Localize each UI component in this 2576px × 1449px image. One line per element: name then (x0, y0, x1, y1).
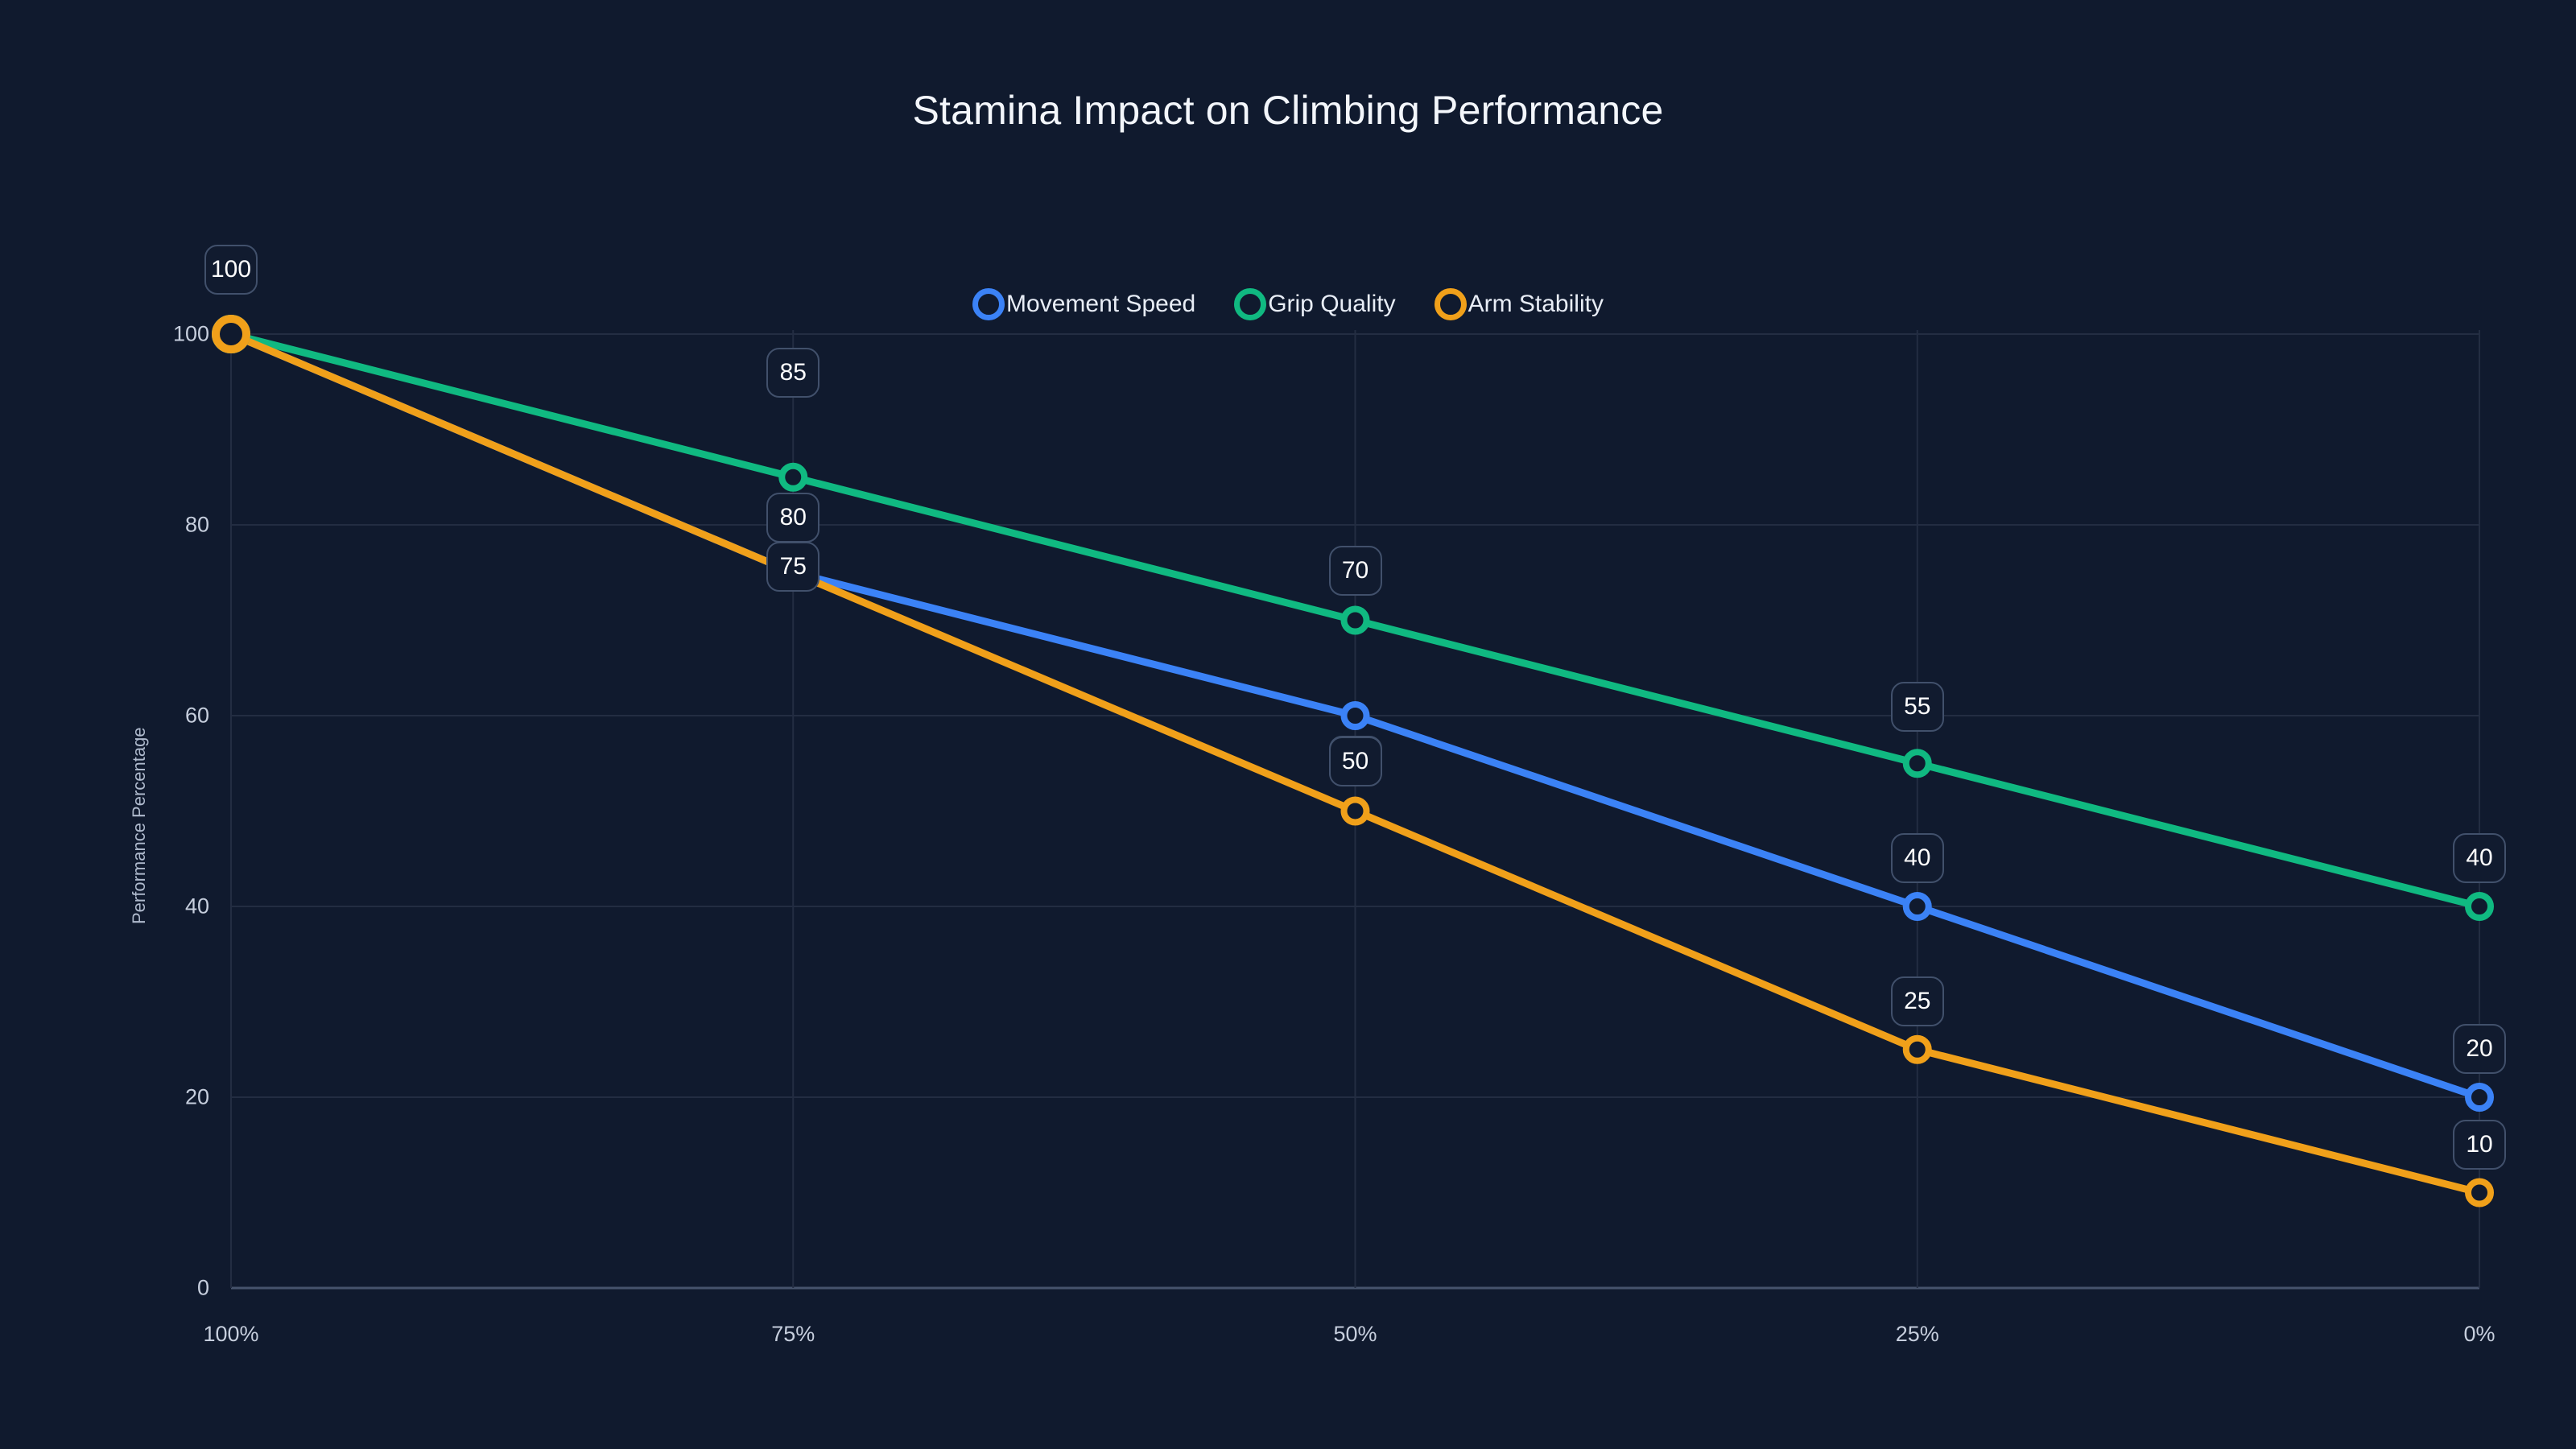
x-tick-label: 100% (203, 1322, 259, 1346)
data-point-marker[interactable] (2465, 1178, 2494, 1208)
data-point-marker[interactable] (1340, 796, 1370, 826)
value-label-badge: 80 (766, 493, 820, 543)
value-label-badge: 20 (2453, 1024, 2506, 1074)
y-tick-label: 60 (184, 703, 209, 728)
data-point-marker[interactable] (1340, 605, 1370, 635)
x-tick-label: 0% (2463, 1322, 2496, 1346)
value-label-badge: 85 (766, 347, 820, 398)
value-label-badge: 55 (1890, 682, 1944, 733)
x-tick-label: 50% (1333, 1322, 1377, 1346)
y-tick-label: 80 (184, 512, 209, 537)
x-tick-label: 25% (1895, 1322, 1939, 1346)
data-point-marker[interactable] (212, 315, 250, 353)
data-point-marker[interactable] (2465, 892, 2494, 921)
y-tick-label: 20 (184, 1084, 209, 1109)
data-point-marker[interactable] (1902, 892, 1932, 921)
data-point-marker[interactable] (778, 462, 808, 492)
data-point-marker[interactable] (1340, 701, 1370, 730)
value-label-badge: 100 (204, 245, 258, 295)
y-tick-label: 40 (184, 894, 209, 919)
value-label-badge: 25 (1890, 976, 1944, 1026)
series-markers (212, 315, 2494, 1208)
data-point-marker[interactable] (1902, 749, 1932, 778)
value-label-badge: 10 (2453, 1119, 2506, 1170)
data-point-marker[interactable] (2465, 1083, 2494, 1112)
x-tick-label: 75% (771, 1322, 815, 1346)
y-tick-label: 0 (196, 1275, 209, 1300)
value-label-badge: 40 (2453, 833, 2506, 883)
value-label-badge: 40 (1890, 833, 1944, 883)
y-tick-label: 100 (172, 321, 209, 346)
chart-title: Stamina Impact on Climbing Performance (912, 88, 1664, 133)
data-point-marker[interactable] (1902, 1034, 1932, 1064)
value-label-badge: 50 (1328, 736, 1382, 786)
value-label-badge: 70 (1328, 545, 1382, 596)
value-label-badge: 75 (766, 542, 820, 592)
